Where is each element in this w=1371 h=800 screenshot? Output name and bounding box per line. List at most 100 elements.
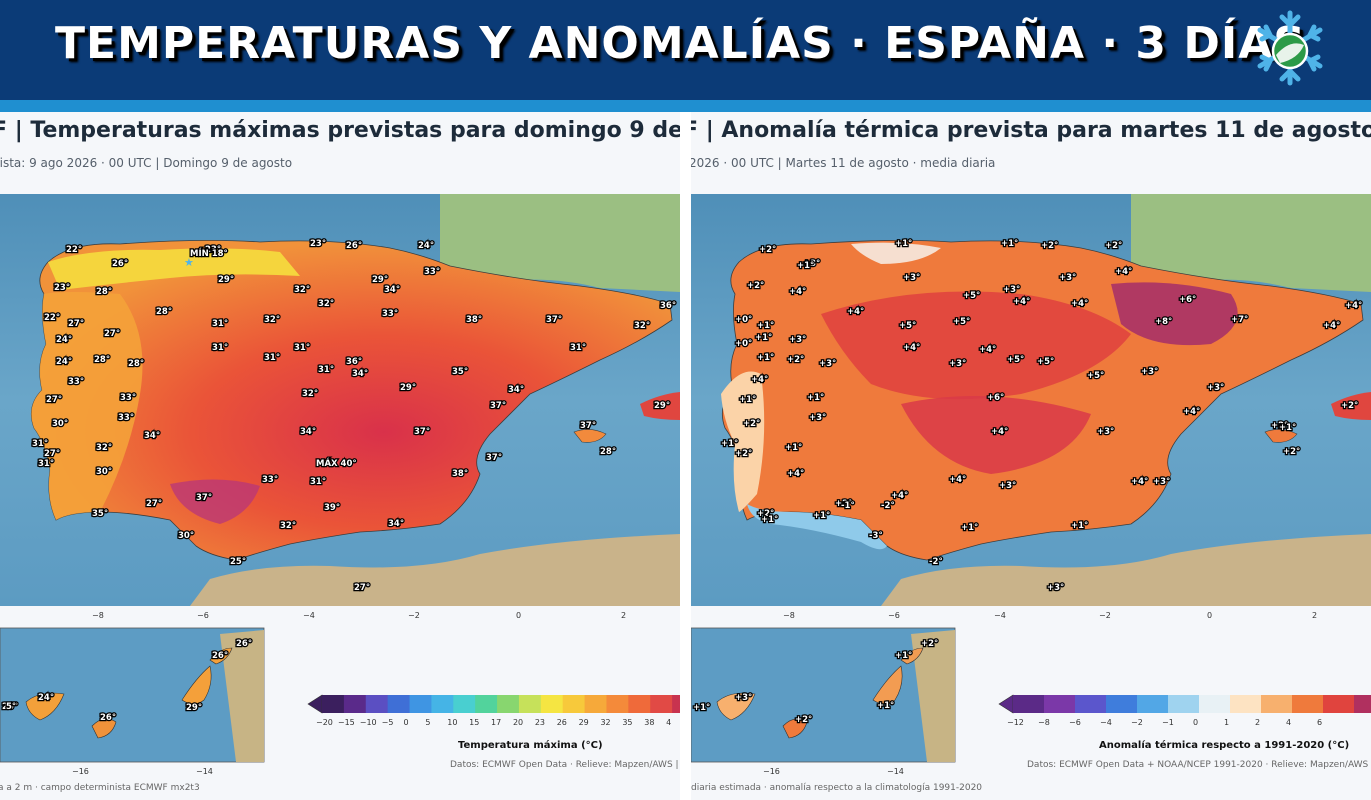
colorbar-tick: 0	[1193, 718, 1198, 727]
temperature-colorbar-title: Temperatura máxima (°C)	[458, 739, 603, 751]
canary-value-label: +1°	[693, 703, 710, 713]
ebro-anomaly-zone	[1111, 282, 1238, 346]
map-value-label: +1°	[785, 443, 802, 453]
colorbar-swatch	[540, 695, 564, 713]
left-footnote: a a 2 m · campo determinista ECMWF mx2t3	[0, 783, 200, 793]
map-value-label: +5°	[1007, 355, 1024, 365]
anomaly-title: F | Anomalía térmica prevista para marte…	[691, 118, 1371, 143]
canary-africa-land	[220, 630, 264, 762]
map-value-label: 32°	[302, 389, 318, 399]
map-value-label: 32°	[264, 315, 280, 325]
colorbar-tick: −20	[316, 718, 333, 727]
map-value-label: +2°	[1283, 447, 1300, 457]
north-coast-cool-zone	[48, 248, 300, 290]
temperature-colorbar: −20 −15 −10 −5 0 5 10 15 17 20 23 26 29 32 35 38 4	[307, 694, 680, 727]
map-value-label: 34°	[144, 431, 160, 441]
colorbar-swatch	[365, 695, 389, 713]
map-value-label: 31°	[310, 477, 326, 487]
map-value-label: 33°	[262, 475, 278, 485]
colorbar-tick: 32	[600, 718, 610, 727]
canary-value-label: 26°	[100, 713, 116, 723]
colorbar-tick: 15	[469, 718, 479, 727]
map-value-label: +1°	[739, 395, 756, 405]
x-tick: −6	[197, 611, 209, 620]
colorbar-swatch	[1044, 695, 1076, 713]
map-value-label: 37°	[546, 315, 562, 325]
cantabrian-low-zone	[851, 242, 941, 264]
colorbar-tick: 23	[535, 718, 545, 727]
colorbar-swatch	[650, 695, 673, 713]
map-value-label: 30°	[96, 467, 112, 477]
map-value-label: +3°	[809, 413, 826, 423]
map-value-label: 31°	[32, 439, 48, 449]
min-star-icon: ★	[184, 256, 194, 269]
canary-value-label: 26°	[236, 639, 252, 649]
tenerife	[25, 692, 65, 721]
map-value-label: 28°	[96, 287, 112, 297]
map-value-label: 22°	[44, 313, 60, 323]
map-value-label: +4°	[1071, 299, 1088, 309]
central-anomaly-zone	[821, 291, 1131, 400]
map-value-label: 34°	[352, 369, 368, 379]
map-value-label: +3°	[999, 481, 1016, 491]
map-value-label: 31°	[318, 365, 334, 375]
map-value-label: 28°	[128, 359, 144, 369]
canary-x-tick: −16	[763, 767, 780, 776]
map-value-label: +5°	[963, 291, 980, 301]
canary-value-label: 26°	[212, 651, 228, 661]
left-data-source: Datos: ECMWF Open Data · Relieve: Mapzen…	[450, 760, 679, 770]
header-banner: TEMPERATURAS Y ANOMALÍAS · ESPAÑA · 3 DÍ…	[0, 0, 1371, 100]
map-value-label: 28°	[156, 307, 172, 317]
map-value-label: +2°	[1341, 401, 1358, 411]
canary-value-label: 26°	[2, 702, 18, 712]
map-value-label: +3°	[789, 335, 806, 345]
max-temperature-panel: F | Temperaturas máximas previstas para …	[0, 112, 680, 800]
map-value-label: 26°	[112, 259, 128, 269]
southcentral-anomaly-zone	[901, 396, 1091, 474]
map-value-label: +1°	[1071, 521, 1088, 531]
canary-value-label: +2°	[795, 715, 812, 725]
map-value-label: 35°	[92, 509, 108, 519]
x-tick: −8	[92, 611, 104, 620]
map-value-label: -1°	[841, 501, 855, 511]
map-value-label: 32°	[294, 285, 310, 295]
map-value-label: +1°	[761, 515, 778, 525]
banner-title: TEMPERATURAS Y ANOMALÍAS · ESPAÑA · 3 DÍ…	[55, 18, 1306, 69]
map-value-label: 29°	[372, 275, 388, 285]
max-temperature-map: 22° 23°23° 26° 24°26°29° 29°34°33°23° 28° 32°3…	[0, 194, 680, 800]
africa-land	[881, 534, 1371, 606]
map-value-label: 39°	[324, 503, 340, 513]
map-value-label: 38°	[466, 315, 482, 325]
colorbar-swatch	[628, 695, 651, 713]
map-value-label: 25°	[230, 557, 246, 567]
canary-value-label: 29°	[186, 703, 202, 713]
lanzarote	[900, 647, 924, 665]
map-value-label: +1°	[797, 261, 814, 271]
canary-value-label: +2°	[921, 639, 938, 649]
west-zone	[31, 292, 143, 520]
map-value-label: 37°	[580, 421, 596, 431]
map-value-label: 31°	[212, 343, 228, 353]
map-value-label: +1°	[1001, 239, 1018, 249]
max-temperature-title: F | Temperaturas máximas previstas para …	[0, 118, 680, 143]
map-value-label: +4°	[891, 491, 908, 501]
map-value-label: 32°	[634, 321, 650, 331]
canary-africa-land	[911, 630, 955, 762]
x-tick: −4	[994, 611, 1006, 620]
map-value-label: 37°	[490, 401, 506, 411]
map-value-label: +2°	[747, 281, 764, 291]
map-value-label: 31°	[570, 343, 586, 353]
map-value-label: +3°	[819, 359, 836, 369]
map-value-label: +1°	[755, 333, 772, 343]
map-value-label: 34°	[384, 285, 400, 295]
map-value-label: +4°	[787, 469, 804, 479]
map-value-label: 23°	[205, 245, 221, 255]
colorbar-swatch	[1075, 695, 1107, 713]
map-value-label: +1°	[895, 239, 912, 249]
map-value-label: 34°	[508, 385, 524, 395]
colorbar-swatch	[475, 695, 498, 713]
fuerteventura	[181, 665, 212, 705]
map-value-label: +3°	[1207, 383, 1224, 393]
colorbar-tick: −15	[338, 718, 355, 727]
map-value-label: 34°	[300, 427, 316, 437]
